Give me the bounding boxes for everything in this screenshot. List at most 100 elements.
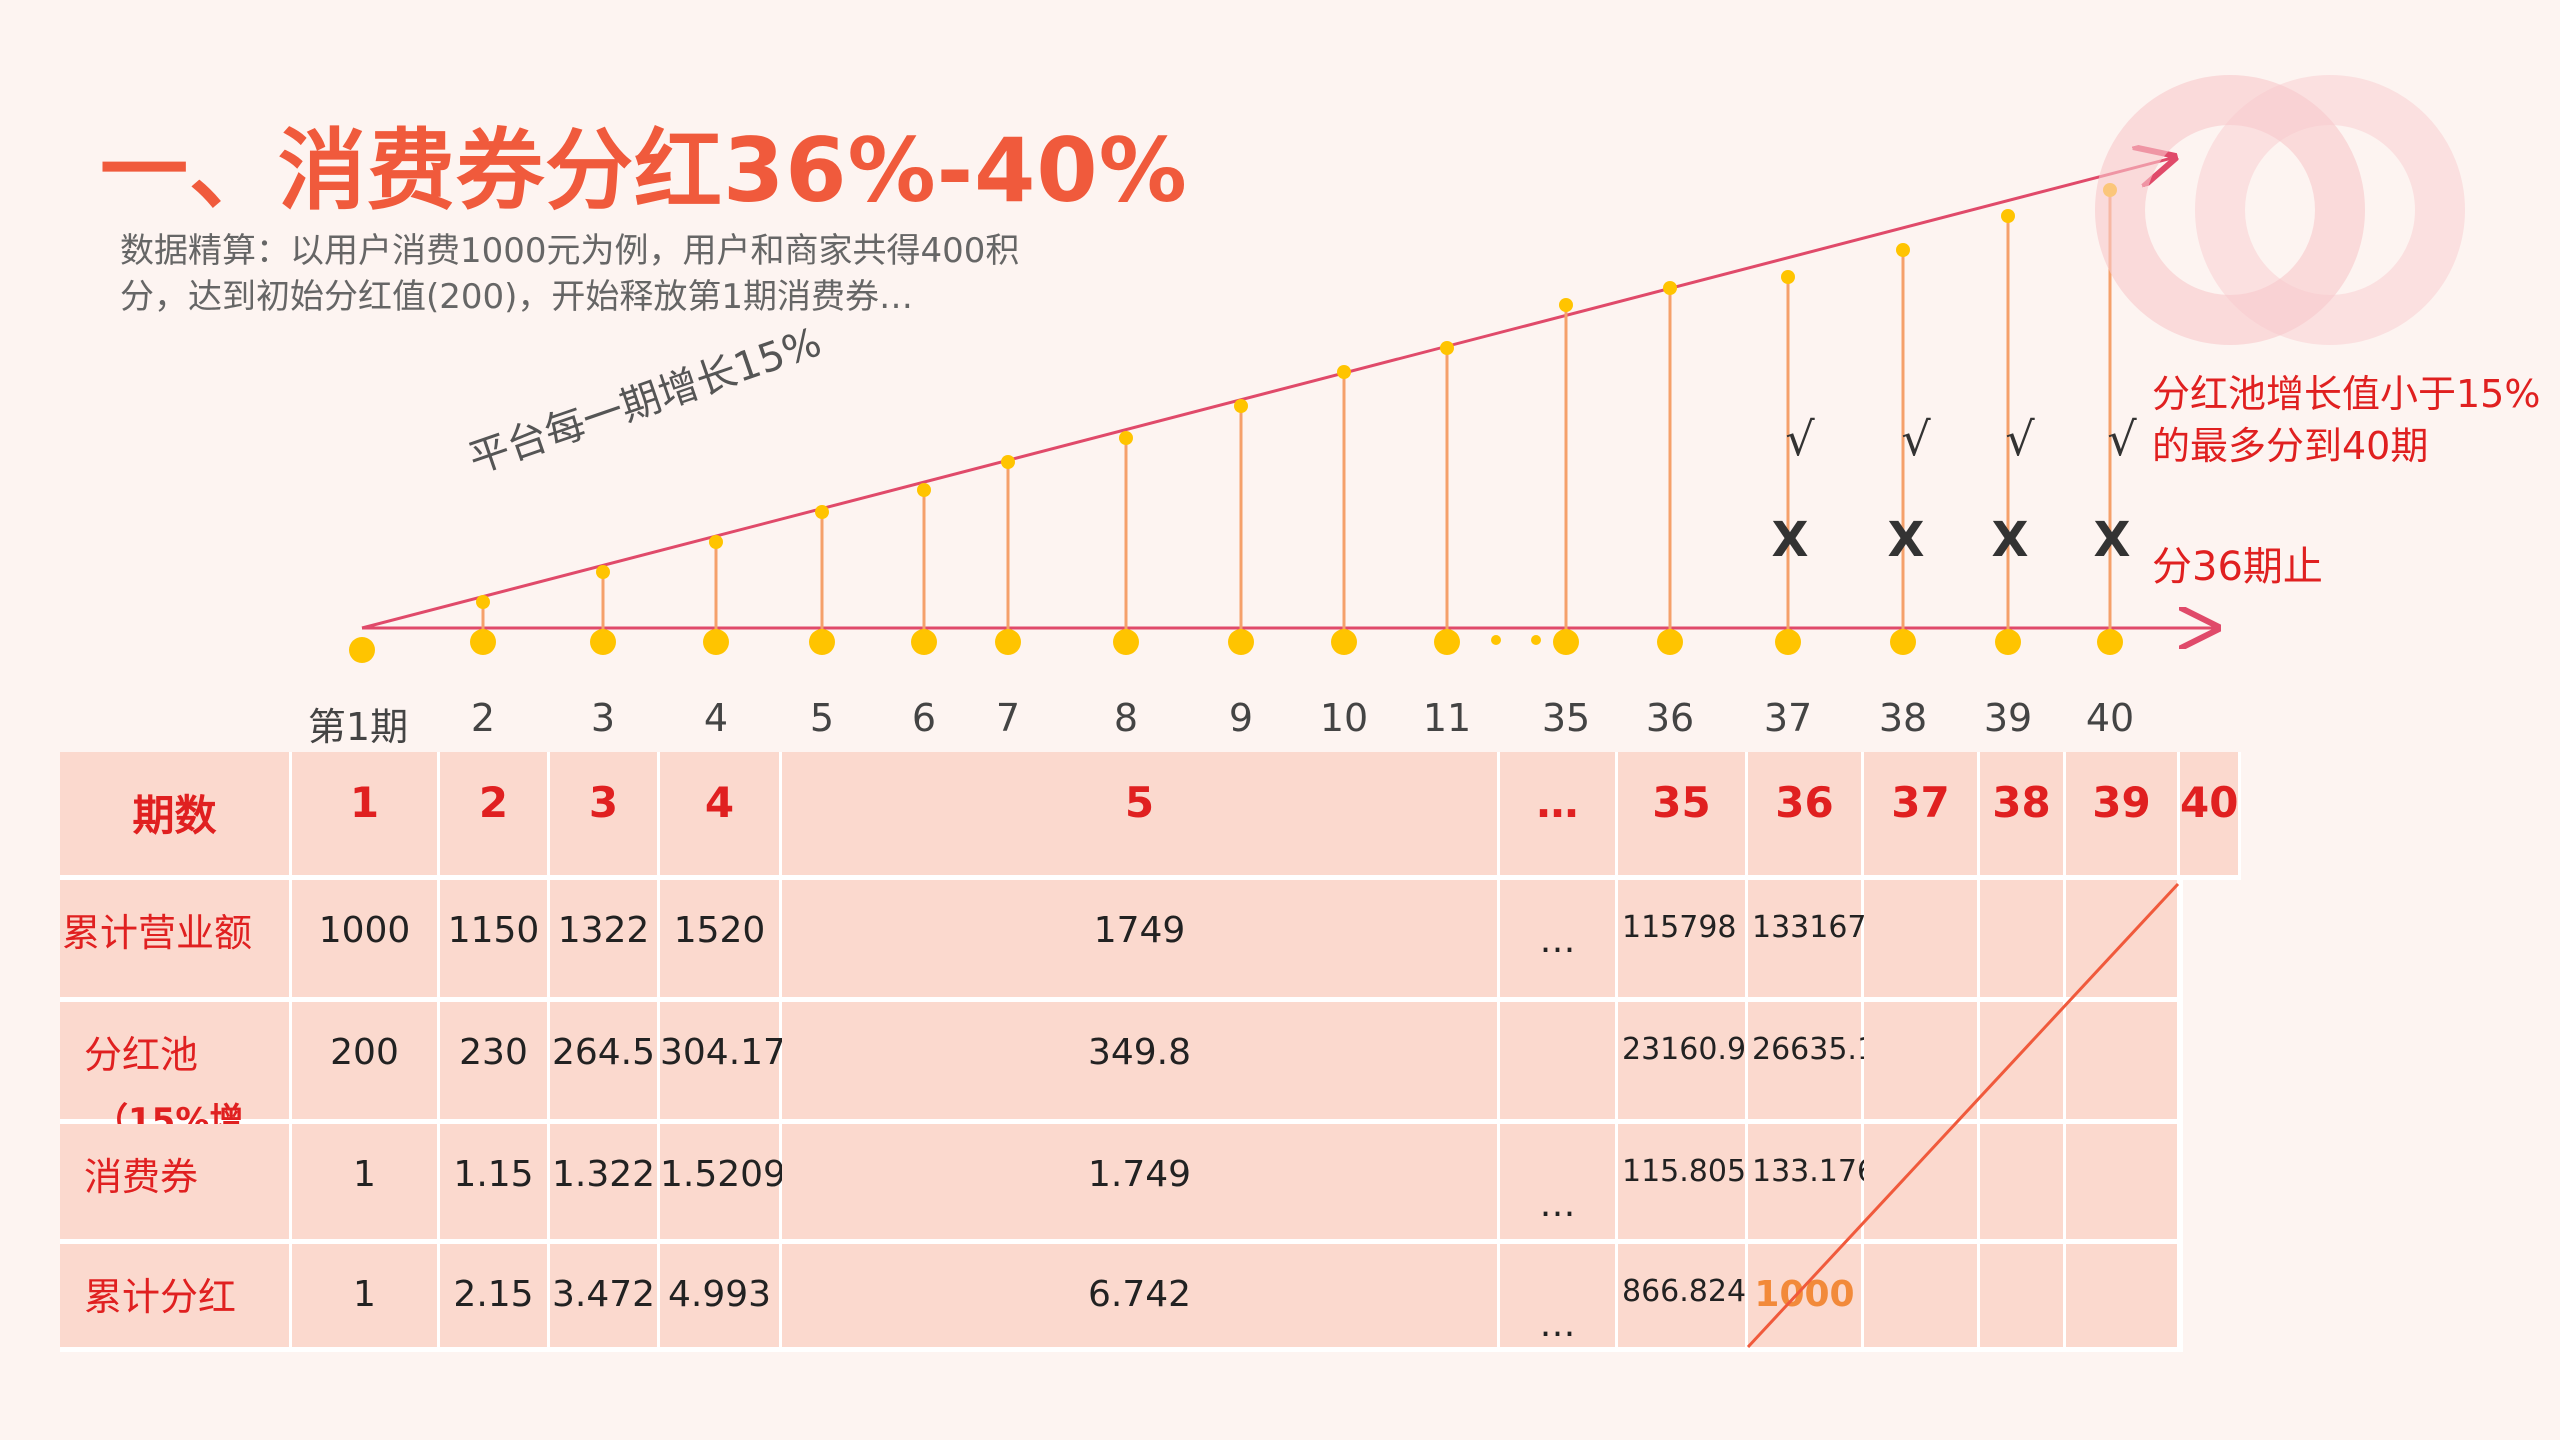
top-dot xyxy=(917,483,931,497)
value-cell: 1000 xyxy=(292,880,440,1002)
value-cell: 1 xyxy=(292,1124,440,1244)
base-dot xyxy=(590,629,616,655)
value-cell: 304.17 xyxy=(660,1002,786,1124)
check-mark: √ xyxy=(1901,412,1931,466)
base-dot xyxy=(470,629,496,655)
period-cell: 39 xyxy=(2066,752,2180,880)
empty-cell xyxy=(1980,1124,2066,1244)
value-cell: 4.993 xyxy=(660,1244,782,1352)
period-label: 4 xyxy=(703,696,729,740)
row-label-cell: 累计营业额 xyxy=(60,880,292,1002)
limit-note: 分红池增长值小于15%的最多分到40期 xyxy=(2152,372,2541,468)
value-cell: 349.8 xyxy=(782,1002,1500,1124)
top-dot xyxy=(2001,209,2015,223)
dots-group xyxy=(349,183,2123,663)
empty-cell xyxy=(1980,880,2066,1002)
period-label: 40 xyxy=(2085,696,2135,740)
value-cell: 1.5209 xyxy=(660,1124,786,1244)
page-title: 一、消费券分红36%-40% xyxy=(100,119,1188,222)
base-dot xyxy=(1113,629,1139,655)
period-cell: 38 xyxy=(1980,752,2066,880)
base-dot xyxy=(911,629,937,655)
top-dot xyxy=(1896,243,1910,257)
period-label: 38 xyxy=(1878,696,1928,740)
value-cell: 230 xyxy=(440,1002,550,1124)
base-dot xyxy=(1331,629,1357,655)
base-dot xyxy=(1553,629,1579,655)
row-label-cell: 消费券 xyxy=(60,1124,292,1244)
top-dot xyxy=(476,595,490,609)
top-dot xyxy=(1663,281,1677,295)
value-cell: 1000 xyxy=(1748,1244,1864,1352)
value-cell: 26635.1 xyxy=(1748,1002,1876,1124)
value-cell: 23160.9 xyxy=(1618,1002,1748,1124)
empty-cell xyxy=(2180,1244,2183,1352)
cross-mark: X xyxy=(1991,512,2029,568)
top-dot xyxy=(815,505,829,519)
logo-rings xyxy=(2095,75,2465,345)
empty-cell xyxy=(1980,1244,2066,1352)
empty-cell xyxy=(2066,1244,2180,1352)
value-cell: 1.322 xyxy=(550,1124,660,1244)
value-cell: 1322 xyxy=(550,880,660,1002)
period-label: 37 xyxy=(1763,696,1813,740)
period-label: 35 xyxy=(1541,696,1591,740)
top-dot xyxy=(1781,270,1795,284)
row-label-cell: 分红池（15%增长） xyxy=(60,1002,292,1190)
base-dot xyxy=(1657,629,1683,655)
period-header-cell: 期数 xyxy=(60,752,292,880)
value-cell xyxy=(1500,1002,1618,1124)
base-dot xyxy=(1890,629,1916,655)
value-cell: 1.15 xyxy=(440,1124,550,1244)
value-cell: 2.15 xyxy=(440,1244,550,1352)
period-label: 9 xyxy=(1228,696,1254,740)
dividend-table: 期数 1 2 3 4 5… 35 36 37 38 39 40 累计营业额 1000 1150 1322 152… xyxy=(60,752,2242,1352)
top-dot xyxy=(1559,298,1573,312)
value-cell: 3.472 xyxy=(550,1244,660,1352)
base-dot xyxy=(1434,629,1460,655)
empty-cell xyxy=(2066,880,2180,1002)
value-cell: 1 xyxy=(292,1244,440,1352)
base-dot xyxy=(1995,629,2021,655)
empty-cell xyxy=(1864,1002,1980,1124)
check-mark: √ xyxy=(2107,412,2137,466)
value-cell: 1.749 xyxy=(782,1124,1500,1244)
period-label: 2 xyxy=(470,696,496,740)
period-label: 39 xyxy=(1983,696,2033,740)
stems-group xyxy=(481,190,2112,642)
period-label: 第1期 xyxy=(307,705,409,749)
period-cell: 35 xyxy=(1618,752,1748,880)
value-cell: 1520 xyxy=(660,880,782,1002)
period-cell: … xyxy=(1500,752,1618,880)
base-dot xyxy=(1228,629,1254,655)
cross-mark: X xyxy=(1887,512,1925,568)
top-dot xyxy=(1440,341,1454,355)
period-label: 3 xyxy=(590,696,616,740)
cross-mark: X xyxy=(2093,512,2131,568)
period-cell: 40 xyxy=(2180,752,2242,880)
stop-note: 分36期止 xyxy=(2152,544,2323,590)
ellipsis-dot xyxy=(1531,635,1541,645)
base-dot xyxy=(995,629,1021,655)
value-cell: 200 xyxy=(292,1002,440,1124)
period-label: 11 xyxy=(1422,696,1472,740)
value-cell: … xyxy=(1500,880,1618,1002)
empty-cell xyxy=(2180,880,2183,1002)
base-dot xyxy=(349,637,375,663)
empty-cell xyxy=(2066,1002,2180,1124)
value-cell: 1150 xyxy=(440,880,550,1002)
value-cell: 133.176 xyxy=(1748,1124,1876,1244)
value-cell: … xyxy=(1500,1244,1618,1352)
empty-cell xyxy=(2180,1002,2183,1124)
base-dot xyxy=(809,629,835,655)
value-cell: 115798 xyxy=(1618,880,1748,1002)
period-label: 36 xyxy=(1645,696,1695,740)
period-cell: 2 xyxy=(440,752,550,880)
period-cell: 3 xyxy=(550,752,660,880)
empty-cell xyxy=(1864,880,1980,1002)
empty-cell xyxy=(1864,1244,1980,1352)
period-cell: 37 xyxy=(1864,752,1980,880)
top-dot xyxy=(1119,431,1133,445)
value-cell: 6.742 xyxy=(782,1244,1500,1352)
period-label: 10 xyxy=(1319,696,1369,740)
